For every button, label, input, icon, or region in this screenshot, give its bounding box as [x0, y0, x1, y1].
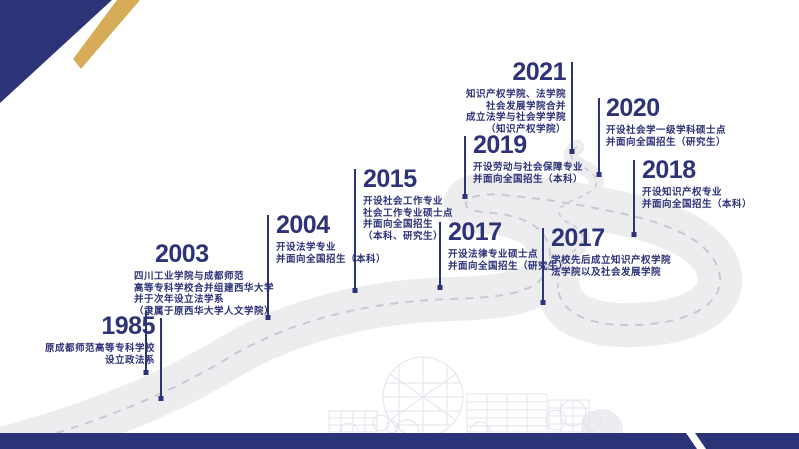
year-label: 2020 [606, 94, 660, 122]
entry-text-line: 并面向全国招生（研究生） [448, 260, 569, 272]
timeline-dot-2021 [569, 149, 575, 154]
timeline-entry-1985: 1985 原成都师范高等专科学校 设立政法系 [44, 312, 156, 366]
timeline-dot-1985 [158, 396, 164, 401]
year-label: 2015 [363, 165, 417, 193]
timeline-connector-2018 [631, 160, 637, 237]
entry-text-line: 四川工业学院与成都师范 [134, 271, 245, 282]
timeline-dot-2020 [596, 172, 602, 177]
entry-text-line: 法学院以及社会发展学院 [551, 266, 662, 278]
entry-text-line: 开设法学专业 [276, 242, 337, 253]
corner-triangle-decoration [0, 0, 112, 103]
entry-text-line: 并面向全国招生（本科） [276, 253, 387, 265]
year-label: 2017 [448, 218, 502, 246]
timeline-dot-2018 [631, 232, 637, 237]
entry-text-line: 开设劳动与社会保障专业 [473, 162, 584, 173]
bush-sketch [339, 419, 491, 433]
tree-sketch [559, 399, 587, 427]
timeline-entry-2004: 2004 开设法学专业 并面向全国招生（本科） [276, 213, 386, 265]
timeline-connector-2015 [352, 169, 358, 293]
timeline-connector-2003 [143, 311, 149, 375]
entry-text-line: （本科、研究生） [363, 230, 444, 242]
entry-text-line: 社会工作专业硕士点 [363, 207, 454, 219]
entry-text-line: （隶属于原西华大学人文学院） [134, 305, 275, 317]
timeline-connector-2017-schools [540, 228, 546, 305]
entry-text-line: 开设法律专业硕士点 [448, 249, 539, 260]
entry-text-line: 高等专科学校合并组建西华大学 [134, 282, 275, 294]
timeline-dot-2017-schools [540, 300, 546, 305]
entry-text-line: 社会发展学院合并 [485, 100, 566, 112]
timeline-connector-2019 [462, 136, 468, 199]
road-illustration [0, 139, 742, 449]
entry-text-line: 并面向全国招生（本科） [473, 173, 584, 185]
year-label: 2021 [512, 58, 566, 86]
timeline-entry-2015: 2015 开设社会工作专业 社会工作专业硕士点 并面向全国招生 （本科、研究生） [363, 167, 453, 242]
year-label: 1985 [101, 312, 155, 340]
corner-gold-stripe [73, 0, 140, 69]
timeline-entry-2020: 2020 开设社会学一级学科硕士点 并面向全国招生（研究生） [606, 96, 726, 148]
year-label: 2004 [276, 211, 330, 239]
timeline-entry-2019: 2019 开设劳动与社会保障专业 并面向全国招生（本科） [473, 133, 583, 185]
year-label: 2003 [155, 240, 209, 268]
road-centerline [0, 193, 722, 449]
entry-text-line: 设立政法系 [104, 354, 155, 366]
timeline-entry-2017-law-masters: 2017 开设法律专业硕士点 并面向全国招生（研究生） [448, 220, 568, 272]
timeline-entry-2018: 2018 开设知识产权专业 并面向全国招生（本科） [642, 158, 752, 210]
footer-bar [0, 433, 799, 449]
timeline-dot-2017-law-masters [437, 285, 443, 290]
tree-sketch [372, 414, 390, 432]
entry-text-line: 知识产权学院、法学院 [465, 89, 566, 100]
timeline-entry-2021: 2021 知识产权学院、法学院 社会发展学院合并 成立法学与社会学学院 （知识产… [465, 58, 567, 135]
entry-text-line: 原成都师范高等专科学校 [44, 343, 155, 354]
timeline-entry-2017-schools: 2017 学校先后成立知识产权学院 法学院以及社会发展学院 [551, 226, 671, 278]
timeline-dot-2019 [462, 194, 468, 199]
year-label: 2019 [473, 131, 527, 159]
timeline-connector-2020 [596, 98, 602, 177]
year-label: 2018 [642, 156, 696, 184]
entry-text-line: 开设社会工作专业 [363, 196, 444, 207]
entry-text-line: 并于次年设立法学系 [134, 294, 225, 305]
timeline-connector-2004 [265, 215, 271, 320]
year-label: 2017 [551, 224, 605, 252]
timeline-connector-2017-law-masters [437, 222, 443, 290]
timeline-connector-1985 [158, 318, 164, 401]
timeline-dot-2003 [143, 370, 149, 375]
entry-text-line: （知识产权学院） [485, 123, 566, 135]
road-trail-centerline [557, 146, 598, 289]
entry-text-line: 并面向全国招生（本科） [642, 198, 753, 210]
tree-sketch [582, 411, 602, 431]
timeline-dot-2004 [265, 315, 271, 320]
timeline-dot-2015 [352, 288, 358, 293]
entry-text-line: 并面向全国招生 [363, 219, 434, 230]
entry-text-line: 学校先后成立知识产权学院 [551, 255, 672, 266]
entry-text-line: 开设知识产权专业 [642, 187, 723, 198]
timeline-connector-2021 [569, 62, 575, 154]
entry-text-line: 成立法学与社会学学院 [465, 112, 566, 123]
timeline-entry-2003: 2003 四川工业学院与成都师范 高等专科学校合并组建西华大学 并于次年设立法学… [134, 242, 274, 317]
tree-sketch [545, 409, 567, 431]
entry-text-line: 开设社会学一级学科硕士点 [606, 125, 727, 136]
footer-bar-notch [686, 433, 706, 449]
entry-text-line: 并面向全国招生（研究生） [606, 136, 727, 148]
